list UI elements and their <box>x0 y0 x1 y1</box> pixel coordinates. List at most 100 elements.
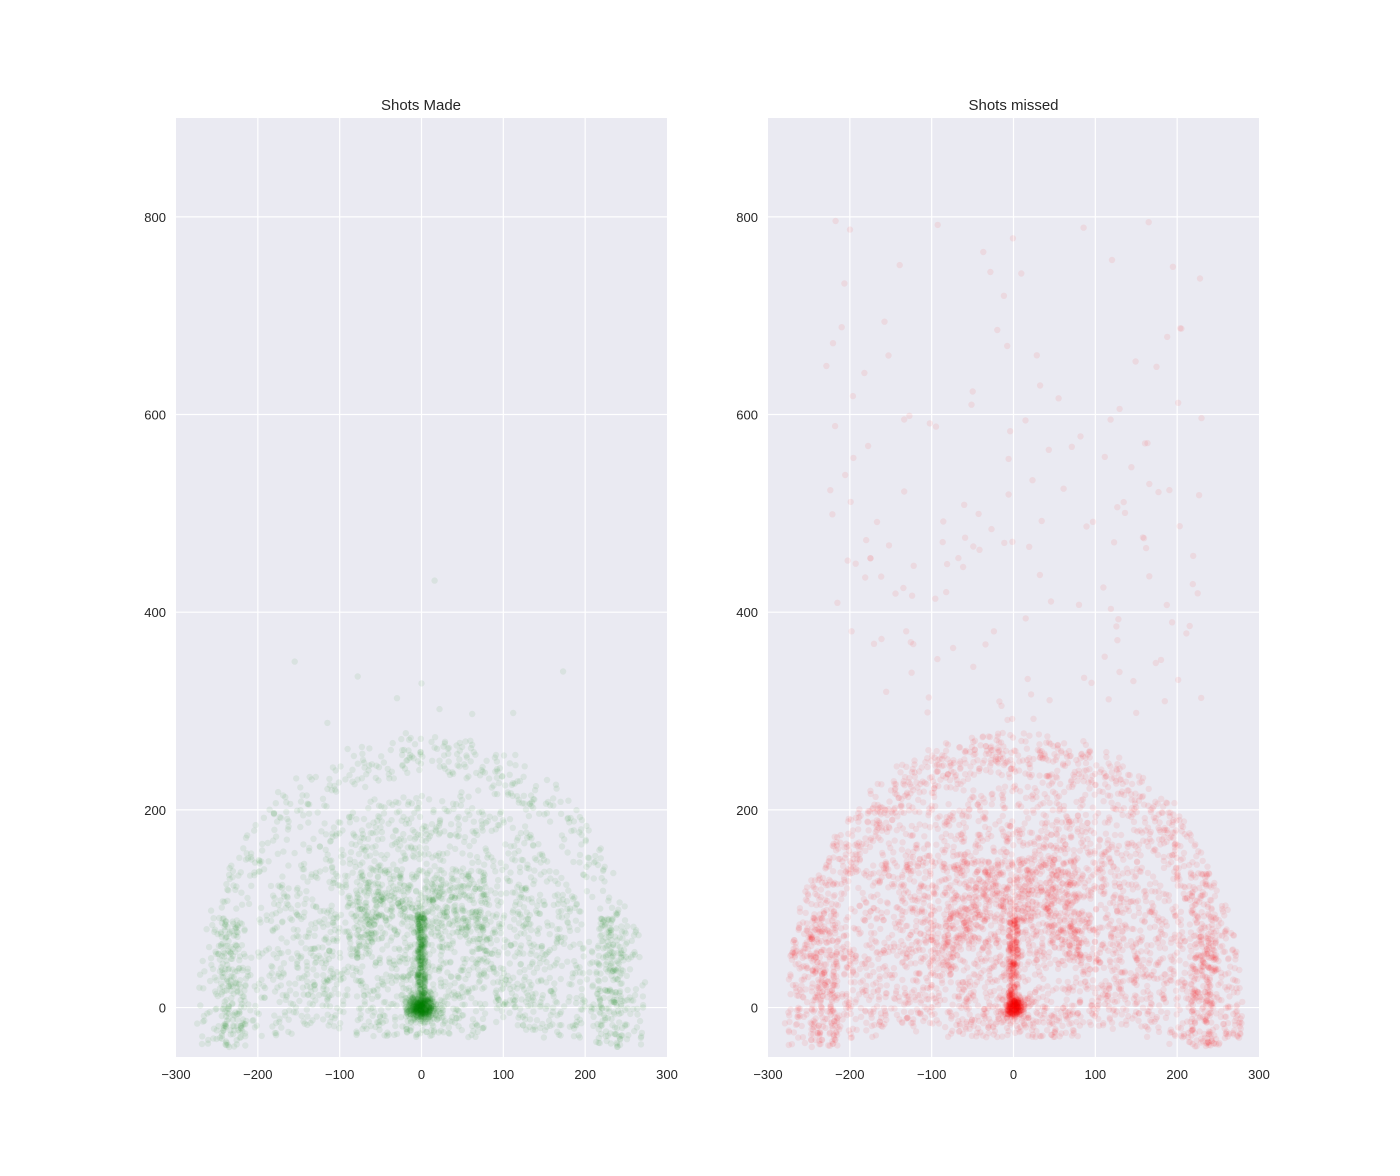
scatter-point <box>502 782 509 789</box>
scatter-point <box>622 940 629 948</box>
scatter-point <box>369 908 376 916</box>
scatter-point <box>421 1005 428 1013</box>
scatter-point <box>570 858 577 866</box>
scatter-point <box>416 1012 423 1020</box>
scatter-point <box>403 1010 410 1017</box>
scatter-point <box>207 955 215 962</box>
scatter-point <box>417 760 425 767</box>
scatter-point <box>482 845 489 852</box>
scatter-point <box>462 738 469 745</box>
scatter-point <box>516 969 523 976</box>
scatter-point <box>424 958 432 966</box>
scatter-point <box>433 1016 441 1023</box>
scatter-point <box>533 927 541 934</box>
scatter-point <box>996 985 1003 992</box>
scatter-point <box>543 950 550 957</box>
scatter-point <box>302 945 309 952</box>
scatter-point <box>1031 989 1039 996</box>
scatter-point <box>421 1011 428 1018</box>
scatter-point <box>375 884 382 891</box>
scatter-point <box>481 871 488 878</box>
scatter-point <box>543 878 551 885</box>
scatter-point <box>424 1010 432 1017</box>
scatter-point <box>481 861 488 868</box>
scatter-point <box>1005 927 1013 934</box>
scatter-point <box>413 928 420 935</box>
scatter-point <box>540 1034 548 1041</box>
scatter-point <box>354 1016 361 1024</box>
scatter-point <box>285 1016 292 1023</box>
scatter-point <box>219 969 226 977</box>
scatter-point <box>469 741 476 748</box>
scatter-point <box>583 888 591 895</box>
scatter-point <box>965 1005 973 1012</box>
scatter-point <box>422 997 429 1004</box>
scatter-point <box>409 998 417 1005</box>
scatter-point <box>1079 1019 1087 1026</box>
scatter-point <box>421 1000 428 1007</box>
scatter-point <box>431 734 439 741</box>
scatter-point <box>621 928 628 935</box>
scatter-point <box>336 1025 343 1032</box>
scatter-point <box>447 973 455 980</box>
scatter-point <box>356 861 364 868</box>
scatter-point <box>423 1002 431 1009</box>
scatter-point <box>423 996 430 1003</box>
scatter-point <box>583 976 591 983</box>
scatter-point <box>412 999 420 1006</box>
scatter-point <box>559 668 567 675</box>
scatter-point <box>407 996 415 1003</box>
scatter-point <box>416 844 423 851</box>
scatter-point <box>378 753 385 760</box>
scatter-point <box>419 753 426 760</box>
scatter-point <box>371 796 378 803</box>
scatter-point <box>323 986 330 993</box>
scatter-point <box>553 999 561 1006</box>
scatter-point <box>444 993 452 1000</box>
scatter-point <box>493 758 501 765</box>
scatter-point <box>349 766 356 773</box>
scatter-point <box>410 995 417 1003</box>
scatter-point <box>365 804 372 812</box>
scatter-point <box>210 1035 217 1042</box>
scatter-point <box>459 908 466 915</box>
scatter-point <box>413 947 420 954</box>
scatter-point <box>399 761 406 769</box>
scatter-point <box>267 917 275 924</box>
scatter-point <box>209 921 216 929</box>
x-tick-label: 0 <box>418 1067 425 1082</box>
scatter-point <box>313 972 320 979</box>
scatter-point <box>403 1009 410 1017</box>
scatter-point <box>334 935 341 942</box>
scatter-point <box>636 1017 644 1025</box>
scatter-point <box>481 890 488 898</box>
scatter-point <box>564 919 572 926</box>
scatter-point <box>521 840 528 847</box>
scatter-point <box>411 1002 419 1009</box>
scatter-point <box>1046 949 1053 956</box>
scatter-point <box>413 1033 420 1041</box>
scatter-point <box>527 984 534 992</box>
scatter-point <box>513 985 521 992</box>
scatter-point <box>419 1004 426 1011</box>
scatter-point <box>227 1027 234 1034</box>
scatter-point <box>1008 976 1016 983</box>
scatter-point <box>449 769 456 776</box>
scatter-point <box>288 1030 295 1037</box>
scatter-point <box>456 924 463 932</box>
scatter-point <box>460 955 467 963</box>
scatter-point <box>432 991 439 998</box>
scatter-point <box>228 994 235 1002</box>
scatter-point <box>420 1003 427 1010</box>
scatter-point <box>550 795 557 802</box>
scatter-point <box>324 785 331 793</box>
scatter-point <box>409 1002 416 1009</box>
scatter-point <box>409 989 416 997</box>
scatter-point <box>561 1003 568 1010</box>
scatter-point <box>355 850 363 858</box>
scatter-point <box>336 882 344 889</box>
scatter-point <box>369 866 376 873</box>
scatter-point <box>393 965 400 973</box>
scatter-point <box>610 998 618 1006</box>
scatter-point <box>596 1003 603 1010</box>
